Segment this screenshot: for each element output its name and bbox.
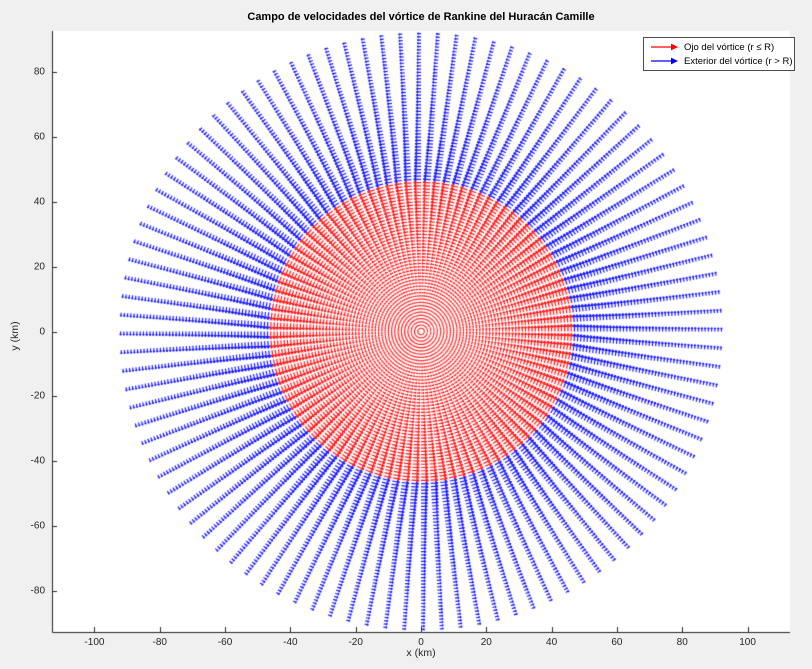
legend-item[interactable]: Ojo del vórtice (r ≤ R)	[644, 40, 794, 54]
y-tick-label: -60	[30, 520, 45, 532]
x-tick-label: -60	[217, 637, 233, 648]
legend-item-label: Ojo del vórtice (r ≤ R)	[684, 41, 775, 53]
y-tick-label: 40	[33, 196, 45, 208]
x-tick-label: 80	[676, 637, 688, 648]
y-tick-label: 0	[39, 326, 45, 337]
red-arrow-right-icon	[651, 43, 678, 51]
x-tick-label: 60	[611, 637, 623, 648]
y-tick-label: 60	[33, 131, 45, 143]
figure-title: Campo de velocidades del vórtice de Rank…	[247, 11, 595, 23]
blue-arrow-right-icon	[651, 57, 678, 65]
x-tick-label: -80	[152, 637, 167, 648]
y-tick-label: 20	[33, 261, 45, 273]
x-tick-label: -20	[348, 637, 363, 648]
legend[interactable]: Ojo del vórtice (r ≤ R) Exterior del vór…	[643, 37, 795, 71]
x-tick-label: 40	[546, 637, 558, 648]
y-axis-label: y (km)	[9, 321, 21, 351]
x-axis-label: x (km)	[406, 647, 436, 659]
x-tick-label: -100	[84, 637, 105, 648]
y-tick-label: -40	[30, 455, 45, 467]
y-tick-label: 80	[33, 66, 45, 78]
y-tick-label: -20	[30, 390, 45, 402]
x-tick-label: 0	[418, 637, 424, 648]
x-tick-label: 20	[480, 637, 492, 648]
legend-item[interactable]: Exterior del vórtice (r > R)	[644, 54, 794, 68]
y-tick-label: -80	[30, 585, 45, 597]
x-tick-label: -40	[283, 637, 298, 648]
legend-item-label: Exterior del vórtice (r > R)	[684, 55, 793, 67]
x-tick-label: 100	[739, 637, 756, 648]
